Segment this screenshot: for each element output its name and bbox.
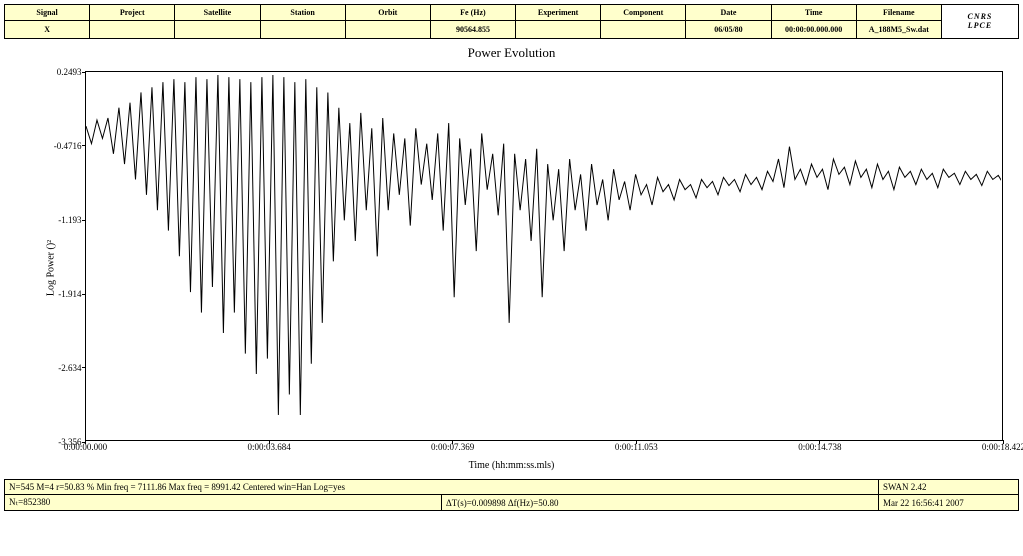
xtick-label: 0:00:03.684 xyxy=(247,440,290,452)
hdr-time: Time xyxy=(771,5,856,21)
val-signal: X xyxy=(5,21,90,39)
val-experiment xyxy=(516,21,601,39)
xtick-label: 0:00:18.422 xyxy=(982,440,1023,452)
val-component xyxy=(601,21,686,39)
hdr-project: Project xyxy=(90,5,175,21)
params-footer-table: N=545 M=4 r=50.83 % Min freq = 7111.86 M… xyxy=(4,479,1019,511)
header-row-values: X 90564.855 06/05/80 00:00:00.000.000 A_… xyxy=(5,21,1019,39)
footer-params-1: N=545 M=4 r=50.83 % Min freq = 7111.86 M… xyxy=(5,480,879,495)
val-station xyxy=(260,21,345,39)
metadata-header-table: Signal Project Satellite Station Orbit F… xyxy=(4,4,1019,39)
footer-timestamp: Mar 22 16:56:41 2007 xyxy=(879,495,1019,511)
logo-bottom: LPCE xyxy=(942,22,1018,31)
hdr-filename: Filename xyxy=(856,5,941,21)
x-axis-label: Time (hh:mm:ss.mls) xyxy=(469,460,555,471)
ytick-label: -2.634 xyxy=(58,363,85,373)
val-satellite xyxy=(175,21,260,39)
val-date: 06/05/80 xyxy=(686,21,771,39)
chart-title: Power Evolution xyxy=(4,45,1019,61)
data-trace xyxy=(86,72,1002,441)
chart-container: Log Power ()² 0.2493-0.4716-1.193-1.914-… xyxy=(15,63,1009,473)
val-orbit xyxy=(345,21,430,39)
hdr-orbit: Orbit xyxy=(345,5,430,21)
val-fe: 90564.855 xyxy=(430,21,515,39)
ytick-label: -0.4716 xyxy=(54,141,86,151)
hdr-fe: Fe (Hz) xyxy=(430,5,515,21)
logo-cell: CNRS LPCE xyxy=(941,5,1018,39)
hdr-satellite: Satellite xyxy=(175,5,260,21)
footer-software: SWAN 2.42 xyxy=(879,480,1019,495)
ytick-label: 0.2493 xyxy=(57,67,86,77)
hdr-component: Component xyxy=(601,5,686,21)
y-axis-label: Log Power ()² xyxy=(45,240,56,296)
xtick-label: 0:00:00.000 xyxy=(64,440,107,452)
xtick-label: 0:00:11.053 xyxy=(615,440,658,452)
hdr-signal: Signal xyxy=(5,5,90,21)
val-filename: A_188M5_Sw.dat xyxy=(856,21,941,39)
val-project xyxy=(90,21,175,39)
ytick-label: -1.193 xyxy=(58,215,85,225)
xtick-label: 0:00:14.738 xyxy=(798,440,841,452)
val-time: 00:00:00.000.000 xyxy=(771,21,856,39)
power-trace xyxy=(86,75,1002,415)
hdr-experiment: Experiment xyxy=(516,5,601,21)
plot-area: 0.2493-0.4716-1.193-1.914-2.634-3.3560:0… xyxy=(85,71,1003,441)
hdr-date: Date xyxy=(686,5,771,21)
xtick-label: 0:00:07.369 xyxy=(431,440,474,452)
header-row-labels: Signal Project Satellite Station Orbit F… xyxy=(5,5,1019,21)
hdr-station: Station xyxy=(260,5,345,21)
footer-dt-df: ΔT(s)=0.009898 Δf(Hz)=50.80 xyxy=(442,495,879,511)
footer-nt: Nₜ=852380 xyxy=(5,495,442,511)
ytick-label: -1.914 xyxy=(58,289,85,299)
